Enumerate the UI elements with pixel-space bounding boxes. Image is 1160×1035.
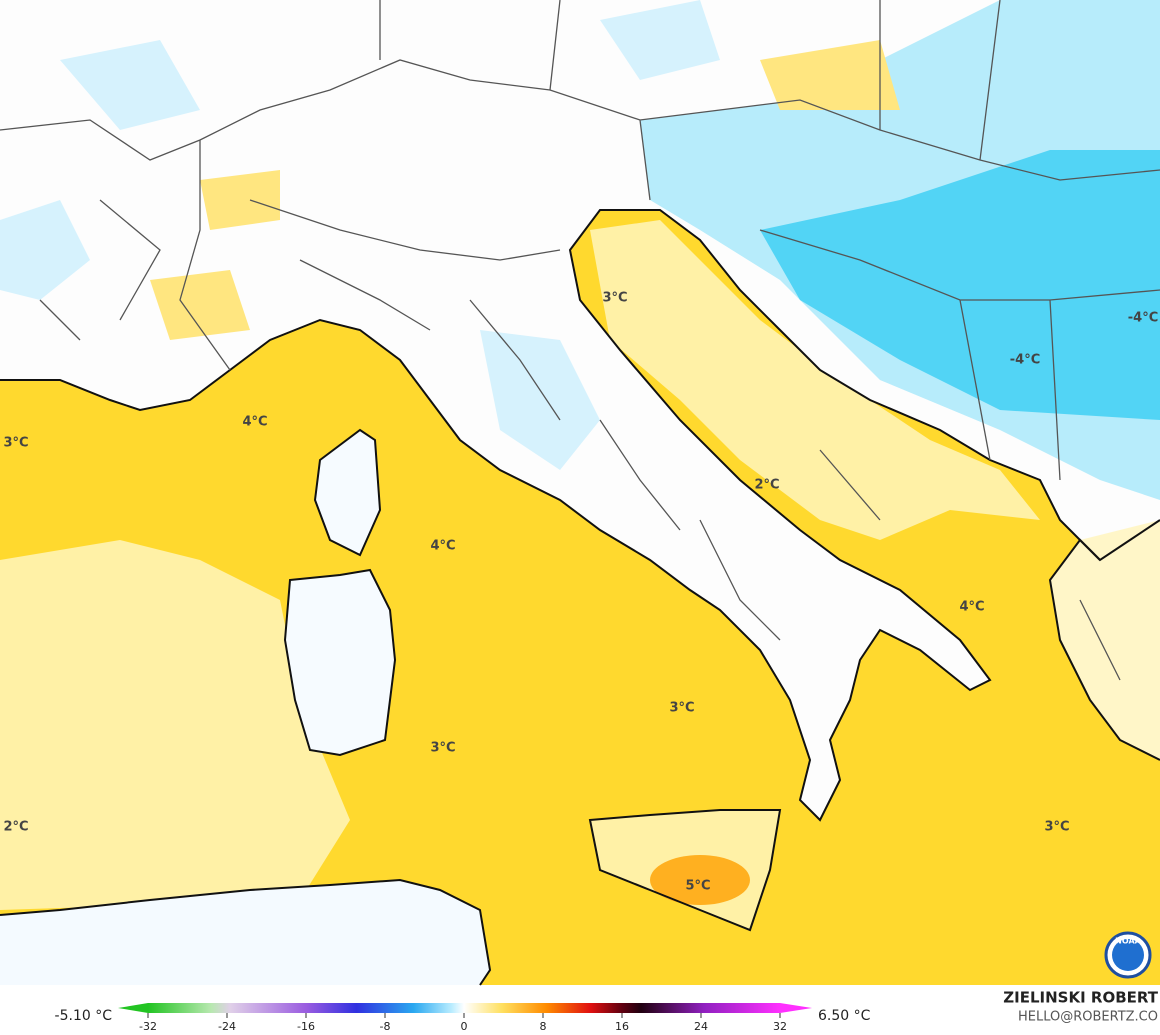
noaa-logo-text: NOAA: [1115, 937, 1141, 946]
colorbar: -5.10 °C 6.50 °C -32 -24 -16 -8 0 8 16 24 32: [55, 1003, 871, 1033]
colorbar-tick-label: -32: [139, 1020, 157, 1033]
sardinia: [285, 570, 395, 755]
warm-spot: [650, 855, 750, 905]
colorbar-tick-label: 8: [540, 1020, 547, 1033]
contour-label: 3°C: [3, 436, 28, 451]
contour-label: 5°C: [685, 879, 710, 894]
contour-label: 4°C: [430, 539, 455, 554]
warm-patch: [150, 40, 900, 340]
credit-author: ZIELINSKI ROBERT: [1003, 989, 1158, 1007]
colorbar-min-label: -5.10 °C: [55, 1008, 113, 1024]
coastline: [0, 209, 1160, 822]
credit-contact: HELLO@ROBERTZ.CO: [1018, 1010, 1158, 1025]
region-border: [39, 199, 1121, 681]
noaa-logo-inner: [1112, 939, 1144, 971]
coastline: [0, 428, 782, 986]
coastline: [1048, 538, 1160, 761]
contour-labels: 3°C 4°C 3°C 4°C 2°C 4°C 3°C 3°C 2°C 3°C …: [3, 291, 1158, 894]
land: [1050, 520, 1160, 760]
contour-label: -4°C: [1010, 353, 1040, 368]
contour-label: 4°C: [959, 600, 984, 615]
africa: [0, 880, 490, 985]
contour-label: 3°C: [430, 741, 455, 756]
map: NOAA 3°C 4°C 3°C 4°C 2°C 4°C 3°C 3°C 2°C…: [0, 0, 1160, 986]
contour-label: -4°C: [1128, 311, 1158, 326]
corsica: [315, 430, 380, 555]
contour-label: 3°C: [602, 291, 627, 306]
contour-label: 4°C: [242, 415, 267, 430]
contour-label: 2°C: [754, 478, 779, 493]
border: [0, 0, 1160, 481]
colorbar-tick-label: 24: [694, 1020, 708, 1033]
cold-area: [760, 150, 1160, 420]
colorbar-max-label: 6.50 °C: [818, 1008, 871, 1024]
contour-label: 2°C: [3, 820, 28, 835]
contour-label: 3°C: [1044, 820, 1069, 835]
warm-area: [0, 540, 350, 910]
colorbar-tick-label: -8: [380, 1020, 391, 1033]
cool-patch: [0, 0, 720, 470]
colorbar-tick-label: -16: [297, 1020, 315, 1033]
warm-area: [590, 220, 1040, 540]
contour-label: 3°C: [669, 701, 694, 716]
colorbar-min-arrow: [118, 1003, 148, 1013]
colorbar-tick-label: 16: [615, 1020, 629, 1033]
colorbar-tick-label: 0: [461, 1020, 468, 1033]
colorbar-tick-label: 32: [773, 1020, 787, 1033]
colorbar-tick-label: -24: [218, 1020, 236, 1033]
colorbar-max-arrow: [780, 1003, 812, 1013]
colorbar-bar: [148, 1003, 780, 1013]
